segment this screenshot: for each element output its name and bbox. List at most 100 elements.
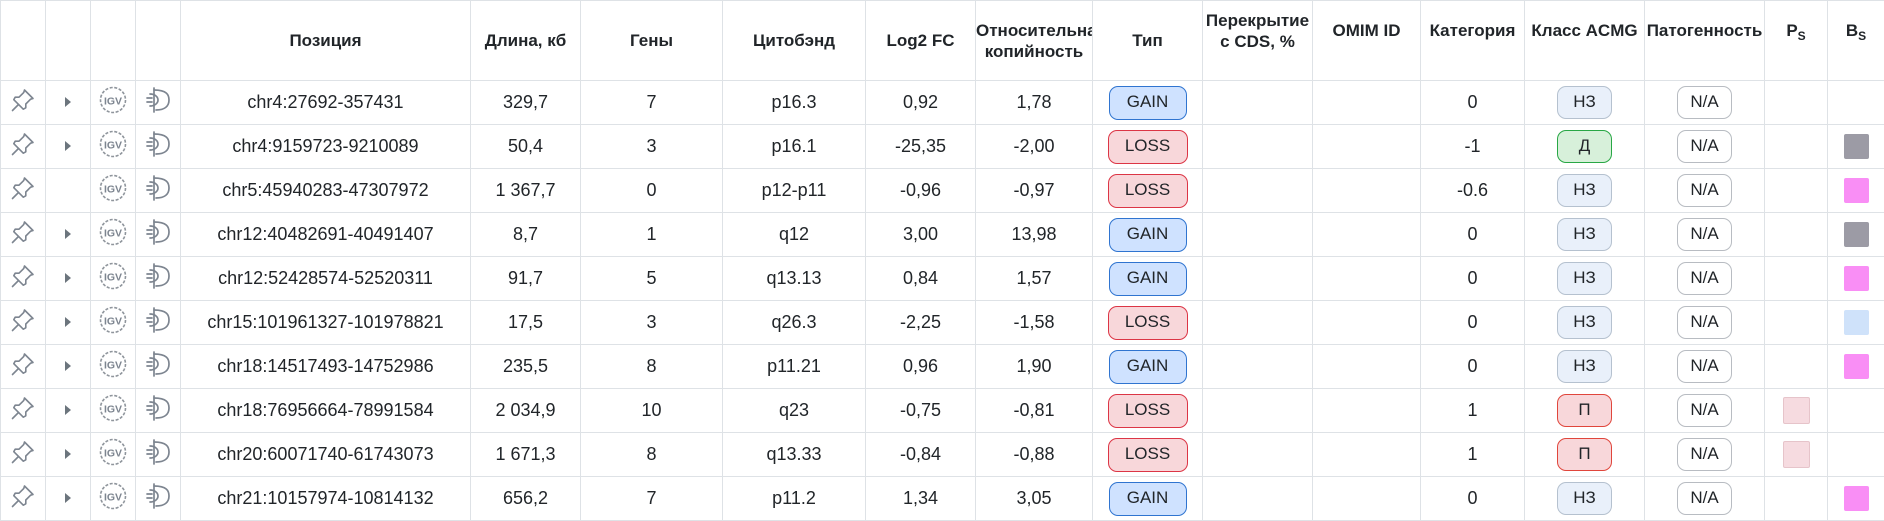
decipher-cell[interactable]: [136, 169, 181, 213]
decipher-icon[interactable]: [143, 261, 173, 296]
position-cell[interactable]: chr12:40482691-40491407: [181, 213, 471, 257]
pathogenicity-badge[interactable]: N/A: [1677, 350, 1732, 383]
expand-cell[interactable]: [46, 345, 91, 389]
acmg-class-badge[interactable]: НЗ: [1557, 262, 1612, 295]
pathogenicity-badge[interactable]: N/A: [1677, 130, 1732, 163]
pin-icon[interactable]: [10, 219, 36, 250]
pathogenicity-cell[interactable]: N/A: [1645, 213, 1765, 257]
header-acmg[interactable]: Класс ACMG: [1525, 1, 1645, 81]
pathogenicity-cell[interactable]: N/A: [1645, 81, 1765, 125]
pathogenicity-cell[interactable]: N/A: [1645, 477, 1765, 521]
decipher-icon[interactable]: [143, 393, 173, 428]
pathogenicity-badge[interactable]: N/A: [1677, 218, 1732, 251]
pin-icon[interactable]: [10, 483, 36, 514]
pathogenicity-cell[interactable]: N/A: [1645, 345, 1765, 389]
acmg-class-badge[interactable]: Д: [1557, 130, 1612, 163]
acmg-cell[interactable]: П: [1525, 389, 1645, 433]
igv-icon[interactable]: IGV: [98, 481, 128, 516]
acmg-class-badge[interactable]: НЗ: [1557, 482, 1612, 515]
pin-icon[interactable]: [10, 175, 36, 206]
pathogenicity-badge[interactable]: N/A: [1677, 306, 1732, 339]
pin-icon[interactable]: [10, 439, 36, 470]
acmg-cell[interactable]: НЗ: [1525, 257, 1645, 301]
igv-cell[interactable]: IGV: [91, 169, 136, 213]
expand-cell[interactable]: [46, 389, 91, 433]
acmg-cell[interactable]: НЗ: [1525, 81, 1645, 125]
pin-icon[interactable]: [10, 307, 36, 338]
expand-cell[interactable]: [46, 433, 91, 477]
decipher-icon[interactable]: [143, 481, 173, 516]
header-position[interactable]: Позиция: [181, 1, 471, 81]
acmg-cell[interactable]: НЗ: [1525, 345, 1645, 389]
decipher-cell[interactable]: [136, 345, 181, 389]
position-cell[interactable]: chr4:27692-357431: [181, 81, 471, 125]
igv-icon[interactable]: IGV: [98, 173, 128, 208]
caret-right-icon[interactable]: [63, 268, 73, 289]
decipher-cell[interactable]: [136, 301, 181, 345]
header-length[interactable]: Длина, кб: [471, 1, 581, 81]
pin-cell[interactable]: [1, 213, 46, 257]
pin-cell[interactable]: [1, 81, 46, 125]
pin-cell[interactable]: [1, 301, 46, 345]
expand-cell[interactable]: [46, 301, 91, 345]
pin-cell[interactable]: [1, 169, 46, 213]
caret-right-icon[interactable]: [63, 356, 73, 377]
position-cell[interactable]: chr12:52428574-52520311: [181, 257, 471, 301]
pathogenicity-cell[interactable]: N/A: [1645, 433, 1765, 477]
caret-right-icon[interactable]: [63, 444, 73, 465]
decipher-cell[interactable]: [136, 125, 181, 169]
caret-right-icon[interactable]: [63, 312, 73, 333]
acmg-cell[interactable]: НЗ: [1525, 213, 1645, 257]
igv-cell[interactable]: IGV: [91, 345, 136, 389]
acmg-class-badge[interactable]: НЗ: [1557, 218, 1612, 251]
header-category[interactable]: Категория: [1421, 1, 1525, 81]
decipher-icon[interactable]: [143, 217, 173, 252]
decipher-icon[interactable]: [143, 437, 173, 472]
header-bs[interactable]: BS: [1828, 1, 1884, 81]
acmg-cell[interactable]: НЗ: [1525, 301, 1645, 345]
pin-icon[interactable]: [10, 395, 36, 426]
pin-cell[interactable]: [1, 125, 46, 169]
igv-cell[interactable]: IGV: [91, 433, 136, 477]
header-omim[interactable]: OMIM ID: [1313, 1, 1421, 81]
igv-icon[interactable]: IGV: [98, 85, 128, 120]
pathogenicity-cell[interactable]: N/A: [1645, 169, 1765, 213]
caret-right-icon[interactable]: [63, 224, 73, 245]
header-cytoband[interactable]: Цитобэнд: [723, 1, 866, 81]
header-type[interactable]: Тип: [1093, 1, 1203, 81]
position-cell[interactable]: chr5:45940283-47307972: [181, 169, 471, 213]
igv-icon[interactable]: IGV: [98, 129, 128, 164]
igv-cell[interactable]: IGV: [91, 125, 136, 169]
acmg-class-badge[interactable]: НЗ: [1557, 86, 1612, 119]
expand-cell[interactable]: [46, 257, 91, 301]
caret-right-icon[interactable]: [63, 136, 73, 157]
igv-icon[interactable]: IGV: [98, 393, 128, 428]
decipher-icon[interactable]: [143, 85, 173, 120]
decipher-cell[interactable]: [136, 81, 181, 125]
pathogenicity-cell[interactable]: N/A: [1645, 257, 1765, 301]
acmg-class-badge[interactable]: П: [1557, 438, 1612, 471]
pathogenicity-cell[interactable]: N/A: [1645, 301, 1765, 345]
igv-cell[interactable]: IGV: [91, 301, 136, 345]
pathogenicity-badge[interactable]: N/A: [1677, 394, 1732, 427]
pin-icon[interactable]: [10, 351, 36, 382]
expand-cell[interactable]: [46, 81, 91, 125]
caret-right-icon[interactable]: [63, 400, 73, 421]
acmg-cell[interactable]: НЗ: [1525, 169, 1645, 213]
position-cell[interactable]: chr18:76956664-78991584: [181, 389, 471, 433]
pathogenicity-badge[interactable]: N/A: [1677, 482, 1732, 515]
pin-icon[interactable]: [10, 263, 36, 294]
igv-cell[interactable]: IGV: [91, 389, 136, 433]
decipher-cell[interactable]: [136, 389, 181, 433]
igv-cell[interactable]: IGV: [91, 213, 136, 257]
acmg-class-badge[interactable]: П: [1557, 394, 1612, 427]
position-cell[interactable]: chr4:9159723-9210089: [181, 125, 471, 169]
